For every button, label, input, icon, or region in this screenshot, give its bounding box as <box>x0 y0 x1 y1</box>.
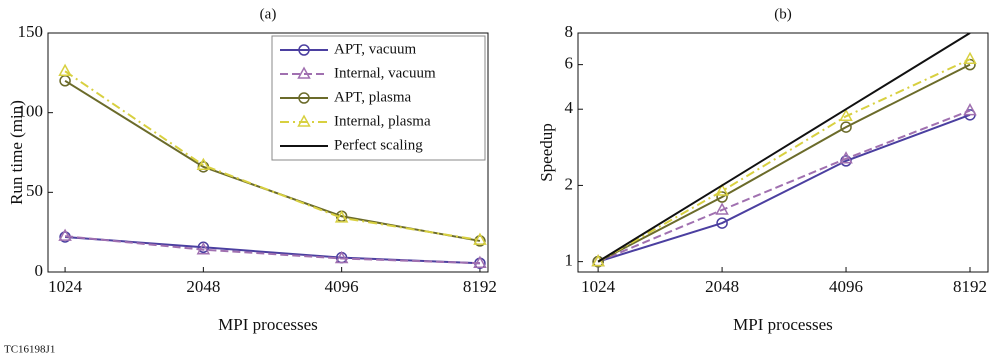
x-tick-label: 1024 <box>48 277 83 296</box>
chart-title: (b) <box>774 6 792 22</box>
y-tick-label: 2 <box>565 174 574 193</box>
y-tick-label: 150 <box>18 22 44 41</box>
x-tick-label: 4096 <box>829 277 863 296</box>
plot-frame <box>577 32 989 273</box>
legend-label: APT, plasma <box>334 89 412 105</box>
x-tick-label: 8192 <box>463 277 497 296</box>
y-tick-label: 50 <box>26 181 43 200</box>
x-axis-label: MPI processes <box>733 315 833 334</box>
series-line <box>597 109 971 263</box>
series-line <box>597 58 971 263</box>
marker <box>963 103 977 116</box>
marker <box>334 250 349 264</box>
marker <box>334 210 349 223</box>
marker <box>963 51 977 65</box>
legend-marker <box>297 114 311 127</box>
marker <box>473 232 487 245</box>
x-tick-label: 2048 <box>705 277 739 296</box>
marker <box>473 255 487 268</box>
legend-marker <box>297 66 311 79</box>
y-tick-label: 1 <box>565 251 574 270</box>
y-tick-label: 4 <box>565 98 574 117</box>
x-tick-label: 2048 <box>186 277 220 296</box>
marker <box>839 151 853 164</box>
series-line <box>64 70 481 242</box>
y-axis-label: Speedup <box>537 123 556 182</box>
marker <box>58 63 72 76</box>
marker <box>716 191 728 203</box>
marker <box>839 108 853 122</box>
chart-title: (a) <box>260 6 277 22</box>
marker <box>58 228 72 241</box>
y-axis-label: Run time (min) <box>7 100 26 205</box>
marker <box>196 157 211 170</box>
series-line <box>597 63 971 263</box>
marker <box>196 242 211 255</box>
marker <box>474 235 486 247</box>
figure-id: TC16198J1 <box>4 344 55 356</box>
marker <box>715 202 729 215</box>
series-line <box>65 235 480 265</box>
series-line <box>597 33 971 263</box>
legend-label: Perfect scaling <box>334 137 423 153</box>
marker <box>716 217 728 229</box>
x-tick-label: 1024 <box>581 277 616 296</box>
y-tick-label: 100 <box>18 102 44 121</box>
legend-label: Internal, plasma <box>334 113 431 129</box>
x-tick-label: 8192 <box>953 277 987 296</box>
legend-marker <box>298 92 310 104</box>
x-axis-label: MPI processes <box>218 315 318 334</box>
series-line <box>64 235 480 265</box>
series-line <box>597 113 971 263</box>
x-tick-label: 4096 <box>325 277 359 296</box>
legend-marker <box>298 44 310 56</box>
marker <box>715 183 729 196</box>
y-tick-label: 6 <box>565 54 574 73</box>
y-tick-label: 8 <box>565 22 574 41</box>
legend-label: Internal, vacuum <box>334 65 436 81</box>
y-tick-label: 0 <box>35 261 44 280</box>
plot-frame <box>47 32 489 273</box>
legend-label: APT, vacuum <box>334 41 417 57</box>
marker <box>840 121 852 133</box>
